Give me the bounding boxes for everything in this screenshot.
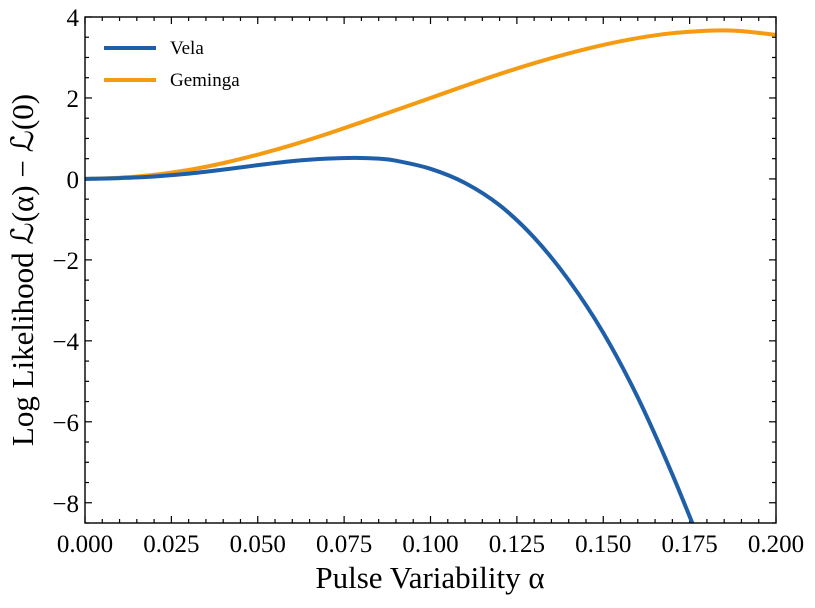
tick-labels-layer: 0.000 0.025 0.050 0.075 0.100 0.125 0.150 0.175… — [52, 5, 804, 558]
x-tick-label: 0.025 — [143, 531, 199, 558]
ticks-layer — [84, 16, 777, 524]
y-tick-label: 4 — [67, 5, 80, 32]
x-tick-label: 0.100 — [402, 531, 458, 558]
x-tick-label: 0.125 — [489, 531, 545, 558]
legend-label-vela: Vela — [170, 38, 204, 59]
x-tick-label: 0.150 — [575, 531, 631, 558]
y-axis-title: Log Likelihood ℒ(α) − ℒ(0) — [5, 94, 40, 446]
y-tick-label: −2 — [52, 248, 79, 275]
x-tick-label: 0.050 — [230, 531, 286, 558]
y-tick-label: 2 — [67, 86, 80, 113]
x-axis-title: Pulse Variability α — [315, 560, 544, 595]
y-tick-label: −8 — [52, 491, 79, 518]
x-tick-label: 0.075 — [316, 531, 372, 558]
plot-frame — [84, 16, 777, 524]
x-tick-label: 0.175 — [662, 531, 718, 558]
series-line-vela — [85, 155, 695, 523]
y-tick-label: 0 — [67, 167, 80, 194]
series-layer — [85, 28, 776, 523]
series-line-geminga — [85, 28, 776, 181]
y-tick-label: −4 — [52, 329, 79, 356]
x-tick-label: 0.000 — [57, 531, 113, 558]
x-tick-label: 0.200 — [748, 531, 804, 558]
y-tick-label: −6 — [52, 410, 79, 437]
legend: Vela Geminga — [104, 38, 240, 91]
legend-label-geminga: Geminga — [170, 70, 240, 91]
